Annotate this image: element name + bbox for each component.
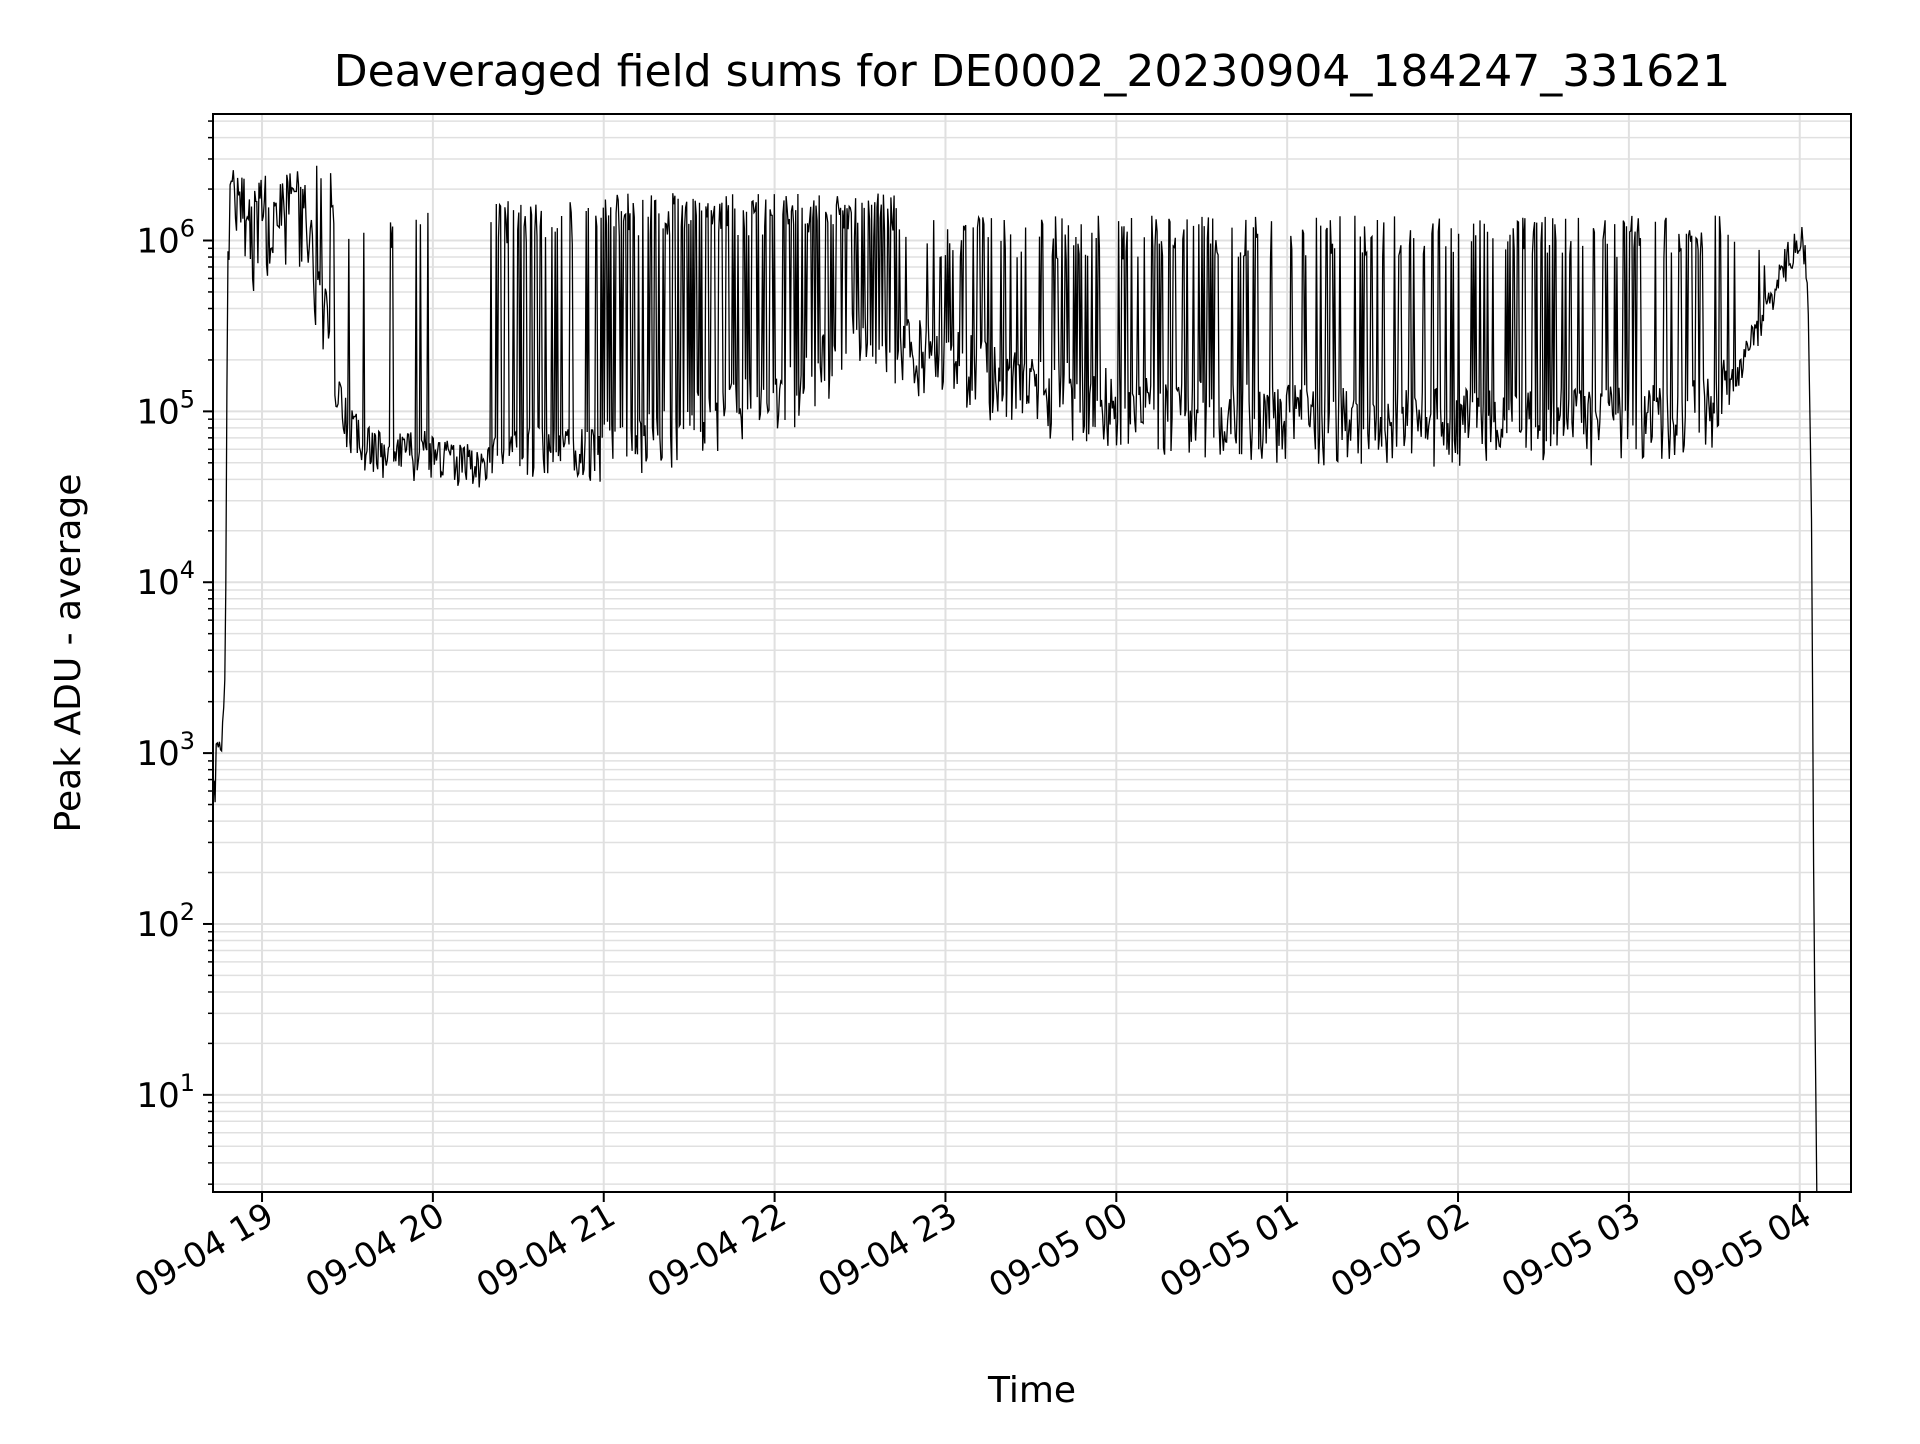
y-tick-label: 106	[136, 215, 195, 262]
y-tick-label: 105	[136, 385, 195, 432]
y-tick-label: 102	[136, 898, 195, 945]
chart-title: Deaveraged field sums for DE0002_2023090…	[334, 46, 1731, 97]
y-tick-label: 104	[136, 556, 195, 603]
y-tick-label: 101	[136, 1069, 195, 1116]
y-tick-label: 103	[136, 727, 195, 774]
x-axis-label: Time	[987, 1370, 1076, 1411]
series-line	[212, 165, 1818, 1193]
plot-frame	[212, 113, 1852, 1193]
series-layer	[212, 165, 1818, 1193]
y-axis-label: Peak ADU - average	[48, 474, 89, 833]
